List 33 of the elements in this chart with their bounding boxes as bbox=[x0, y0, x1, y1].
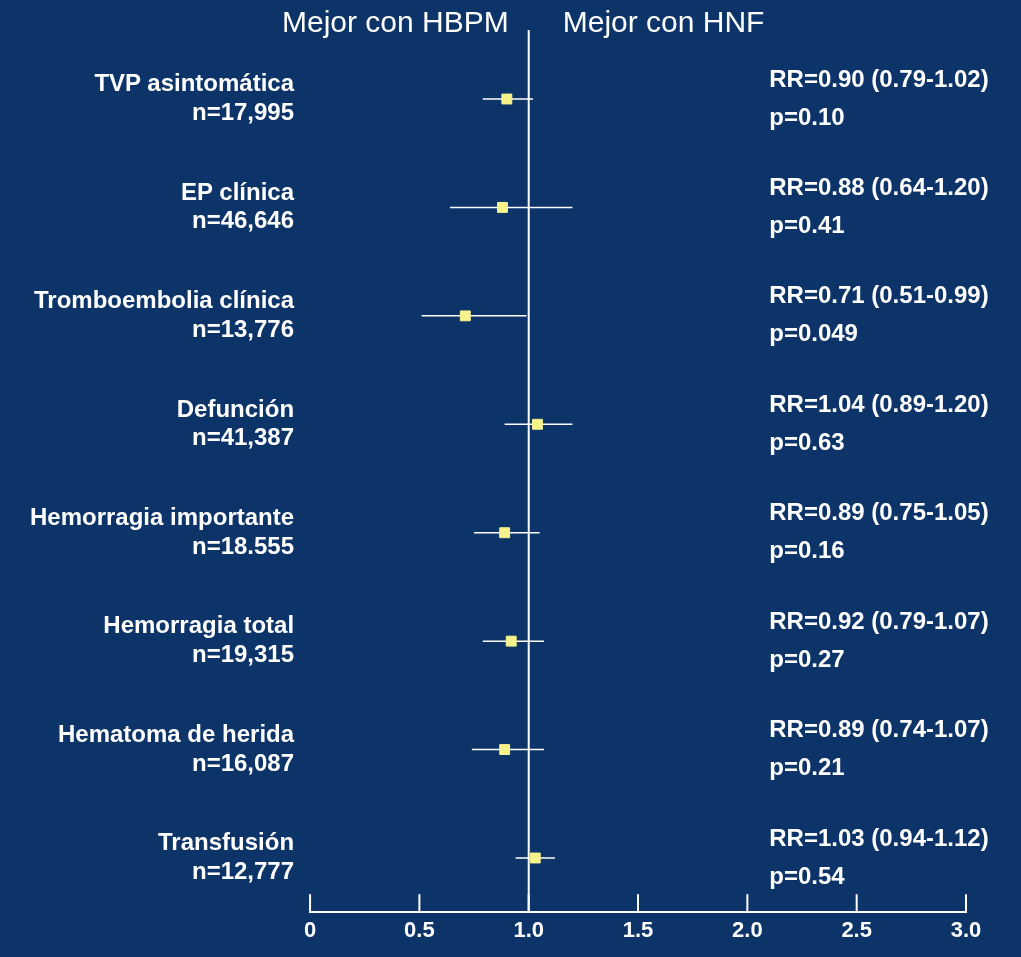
y-tick-label: Hemorragia importante n=18.555 bbox=[30, 502, 295, 559]
annotation: RR=1.03 (0.94-1.12) p=0.54 bbox=[769, 823, 989, 889]
annotation: RR=0.89 (0.74-1.07) p=0.21 bbox=[769, 715, 989, 781]
x-tick-label: 2.5 bbox=[841, 917, 872, 943]
y-tick-label: Hematoma de herida n=16,087 bbox=[57, 719, 295, 776]
x-tick-label: 0 bbox=[303, 917, 317, 943]
y-tick-label: EP clínica n=46,646 bbox=[181, 177, 295, 234]
annotation: RR=0.89 (0.75-1.05) p=0.16 bbox=[769, 498, 989, 564]
annotation: Mejor con HNF bbox=[562, 5, 765, 39]
annotation: RR=0.71 (0.51-0.99) p=0.049 bbox=[769, 281, 989, 347]
annotation: RR=0.90 (0.79-1.02) p=0.10 bbox=[769, 64, 989, 130]
x-tick-label: 2.0 bbox=[732, 917, 763, 943]
point bbox=[499, 744, 511, 756]
annotation: RR=1.04 (0.89-1.20) p=0.63 bbox=[769, 389, 989, 455]
point bbox=[501, 93, 513, 105]
point bbox=[529, 852, 541, 864]
y-tick-label: TVP asintomática n=17,995 bbox=[94, 69, 295, 126]
annotation: RR=0.88 (0.64-1.20) p=0.41 bbox=[769, 173, 989, 239]
point bbox=[499, 527, 511, 539]
point bbox=[497, 201, 508, 213]
point bbox=[505, 635, 517, 647]
annotation: Mejor con HBPM bbox=[281, 5, 509, 39]
y-tick-label: Hemorragia total n=19,315 bbox=[103, 611, 295, 668]
point bbox=[532, 418, 543, 430]
x-tick-label: 3.0 bbox=[950, 917, 982, 943]
y-tick-label: Defunción n=41,387 bbox=[176, 394, 295, 451]
annotation: RR=0.92 (0.79-1.07) p=0.27 bbox=[769, 606, 989, 672]
point bbox=[459, 310, 471, 322]
y-tick-label: Tromboembolia clínica n=13,776 bbox=[34, 286, 295, 342]
y-tick-label: Transfusión n=12,777 bbox=[158, 828, 295, 885]
x-tick-label: 1.0 bbox=[513, 917, 544, 943]
x-tick-label: 0.5 bbox=[404, 917, 435, 943]
x-tick-label: 1.5 bbox=[622, 917, 654, 943]
